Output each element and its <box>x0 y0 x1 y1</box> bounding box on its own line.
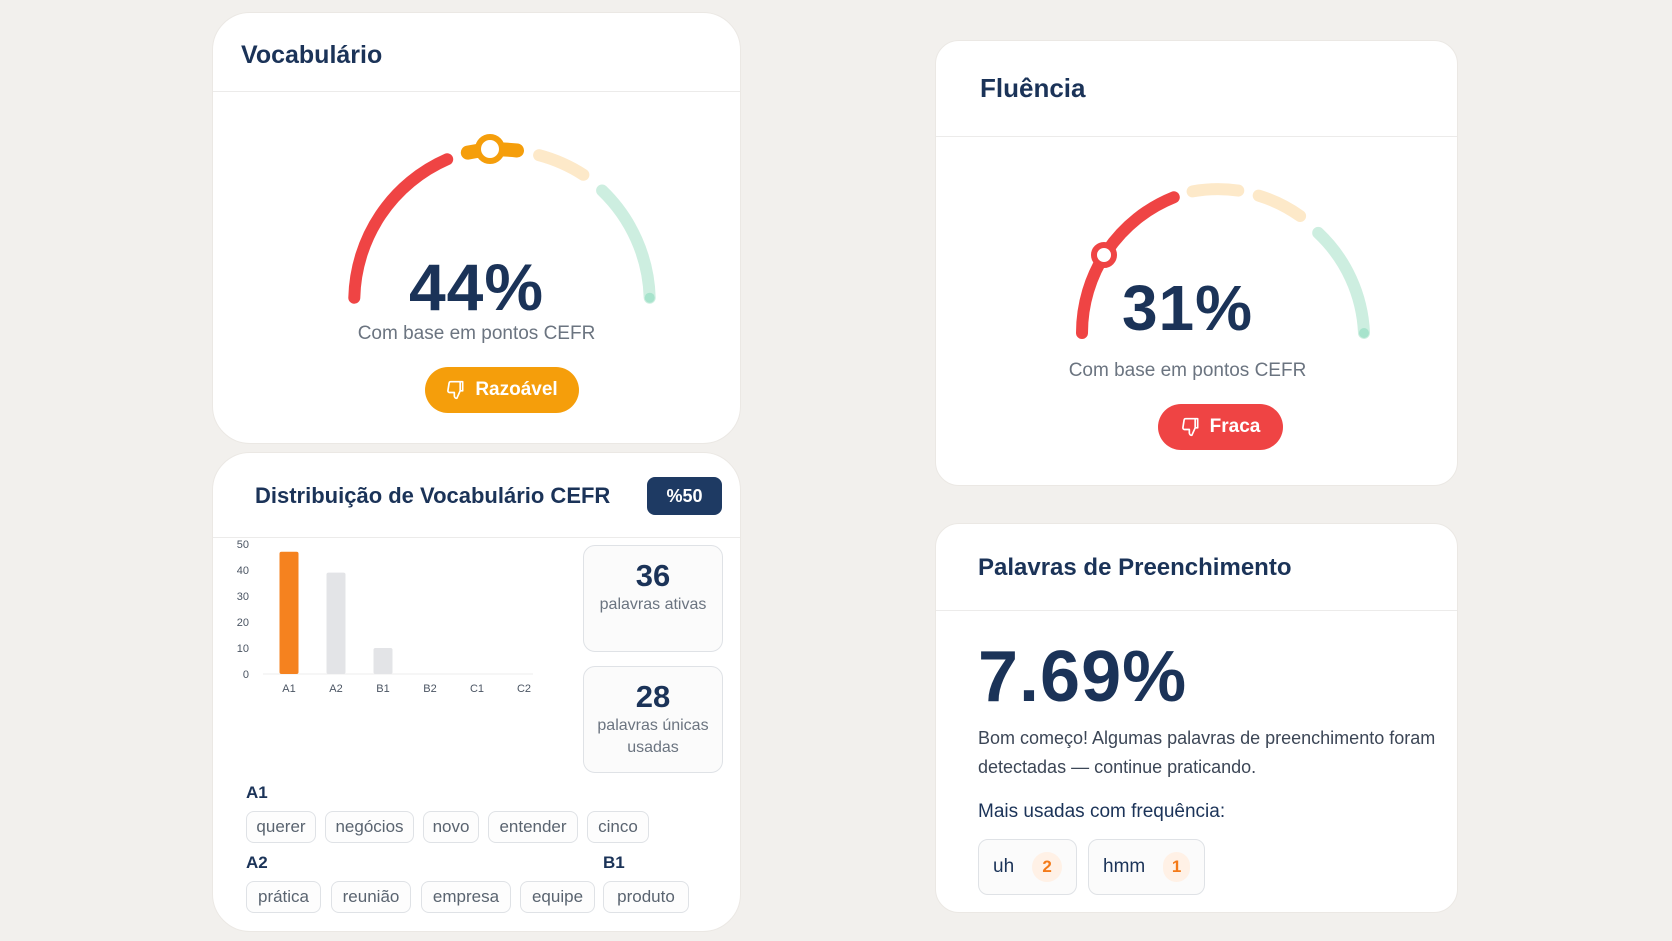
fillers-card-header: Palavras de Preenchimento <box>936 524 1457 611</box>
cefr-distribution-card: Distribuição de Vocabulário CEFR %50 0 10… <box>212 452 741 932</box>
x-tick-label: C2 <box>517 683 531 695</box>
word-chip: reunião <box>331 881 411 913</box>
fillers-title: Palavras de Preenchimento <box>978 554 1292 581</box>
active-words-count: 36 <box>635 558 671 593</box>
cefr-percent-badge: %50 <box>647 477 722 515</box>
vocabulary-gauge <box>348 134 656 304</box>
active-words-stat: 36 palavras ativas <box>583 545 723 652</box>
unique-words-label: palavras únicas usadas <box>597 717 709 756</box>
cefr-bar-chart: 0 10 20 30 40 50 A1 A2 B1 B2 C1 C2 <box>237 539 533 695</box>
vocabulary-caption: Com base em pontos CEFR <box>357 323 596 344</box>
thumbs-down-icon <box>1181 417 1199 437</box>
y-tick-label: 10 <box>237 643 249 655</box>
x-tick-label: A2 <box>329 683 342 695</box>
y-tick-label: 30 <box>237 591 249 603</box>
x-tick-label: A1 <box>282 683 295 695</box>
y-tick-label: 50 <box>237 539 249 551</box>
level-label-a2: A2 <box>246 853 268 872</box>
x-tick-label: B2 <box>423 683 436 695</box>
gauge-segment-green <box>596 184 656 304</box>
fillers-percent: 7.69% <box>978 637 1188 717</box>
unique-words-stat: 28 palavras únicas usadas <box>583 666 723 773</box>
fillers-most-used-label: Mais usadas com frequência: <box>978 801 1226 822</box>
filler-count: 2 <box>1032 852 1063 882</box>
bar-a1 <box>279 551 299 674</box>
fluency-card-header: Fluência <box>936 41 1457 137</box>
fluency-title: Fluência <box>980 73 1086 103</box>
fluency-percent: 31% <box>1121 272 1254 344</box>
level-label-a1: A1 <box>246 783 268 802</box>
thumbs-down-icon <box>447 380 464 400</box>
gauge-marker-icon <box>1091 242 1117 268</box>
word-chip: equipe <box>520 881 595 913</box>
fillers-description: Bom começo! Algumas palavras de preenchi… <box>978 728 1436 777</box>
word-chip: produto <box>603 881 689 913</box>
fluency-rating-badge: Fraca <box>1158 404 1283 450</box>
gauge-end-dot <box>644 292 655 303</box>
gauge-segment-green <box>1312 226 1370 339</box>
filler-word: hmm <box>1103 856 1146 877</box>
fluency-gauge <box>1075 183 1370 339</box>
cefr-card-header: Distribuição de Vocabulário CEFR %50 <box>213 453 740 538</box>
filler-chip-uh: uh 2 <box>978 839 1078 895</box>
gauge-end-dot <box>1359 328 1369 338</box>
fluency-card: Fluência 31% Com base em pontos CEFR Fra… <box>935 40 1458 486</box>
word-chip: querer <box>246 811 316 843</box>
bar-b1 <box>373 648 393 674</box>
filler-count: 1 <box>1163 852 1190 882</box>
y-tick-label: 20 <box>237 617 249 629</box>
vocabulary-title: Vocabulário <box>241 41 383 69</box>
level-label-b1: B1 <box>603 853 625 872</box>
fluency-caption: Com base em pontos CEFR <box>1068 360 1307 381</box>
x-tick-label: B1 <box>376 683 389 695</box>
gauge-segment-peach <box>533 149 590 181</box>
y-tick-label: 0 <box>243 669 249 681</box>
active-words-label: palavras ativas <box>599 596 707 613</box>
word-chip: cinco <box>587 811 649 843</box>
word-chip: entender <box>488 811 578 843</box>
x-tick-label: C1 <box>470 683 484 695</box>
word-chip: prática <box>246 881 321 913</box>
bar-a2 <box>326 572 346 674</box>
gauge-segment-peach-2 <box>1252 189 1307 222</box>
vocabulary-percent: 44% <box>408 250 545 324</box>
vocabulary-card-header: Vocabulário <box>213 13 740 92</box>
vocabulary-rating-label: Razoável <box>475 379 558 400</box>
y-tick-label: 40 <box>237 565 249 577</box>
gauge-segment-red <box>348 153 454 304</box>
vocabulary-card: Vocabulário 44% Com base em pontos CEFR … <box>212 12 741 444</box>
word-chip: negócios <box>325 811 414 843</box>
gauge-marker-icon <box>475 134 505 164</box>
word-chip: empresa <box>421 881 511 913</box>
word-chip: novo <box>423 811 479 843</box>
fluency-rating-label: Fraca <box>1209 416 1261 437</box>
filler-words-card: Palavras de Preenchimento 7.69% Bom come… <box>935 523 1458 913</box>
filler-chip-hmm: hmm 1 <box>1088 839 1205 895</box>
cefr-title: Distribuição de Vocabulário CEFR <box>255 483 611 508</box>
gauge-segment-peach-1 <box>1186 183 1245 198</box>
vocabulary-rating-badge: Razoável <box>425 367 579 413</box>
unique-words-count: 28 <box>635 679 671 714</box>
filler-word: uh <box>993 856 1015 877</box>
